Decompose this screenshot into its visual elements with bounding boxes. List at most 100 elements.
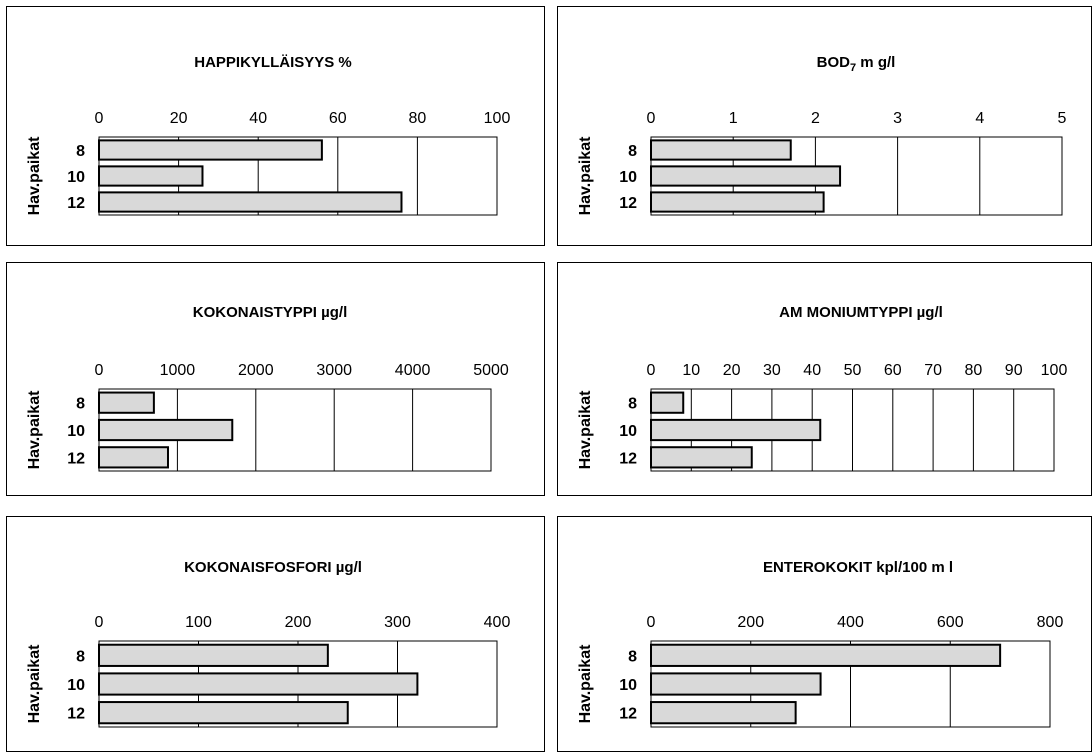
- category-label: 10: [619, 677, 637, 694]
- category-label: 8: [628, 648, 637, 665]
- category-label: 10: [67, 677, 85, 694]
- bar: [98, 643, 329, 667]
- x-tick-label: 30: [763, 362, 781, 379]
- category-label: 8: [628, 396, 637, 413]
- x-tick-label: 40: [803, 362, 821, 379]
- x-tick-label: 2: [811, 110, 820, 127]
- bar: [98, 418, 234, 442]
- chart-svg-ammoniumtyppi: AM MONIUMTYPPI µg/l 0 10 20 30 40 50 60 70 80 90 10…: [577, 304, 1068, 472]
- category-label: 10: [67, 423, 85, 440]
- chart-title-unit: m g/l: [856, 54, 895, 71]
- chart-svg-kokonaisfosfori: KOKONAISFOSFORI µg/l 0 100 200 300 400 8 10 12 Ha…: [26, 559, 511, 728]
- x-tick-label: 90: [1005, 362, 1023, 379]
- x-tick-label: 400: [837, 614, 864, 631]
- chart-svg-happikyllaisyys: HAPPIKYLLÄISYYS % 0 20 40 60 80 100 8 10 12 Hav.pa…: [26, 54, 511, 216]
- x-tick-label: 10: [682, 362, 700, 379]
- category-label: 12: [619, 195, 637, 212]
- x-tick-label: 5: [1058, 110, 1067, 127]
- x-tick-label: 800: [1037, 614, 1064, 631]
- category-label: 12: [619, 706, 637, 723]
- chart-title: KOKONAISTYPPI µg/l: [193, 304, 348, 321]
- bar: [650, 191, 825, 213]
- y-axis-label: Hav.paikat: [577, 136, 594, 216]
- x-tick-label: 80: [965, 362, 983, 379]
- bar: [98, 191, 403, 213]
- chart-title-subscript: 7: [850, 62, 856, 74]
- x-tick-label: 200: [285, 614, 312, 631]
- x-tick-label: 60: [329, 110, 347, 127]
- y-axis-label: Hav.paikat: [26, 390, 43, 470]
- bar: [98, 446, 169, 469]
- x-tick-label: 4000: [395, 362, 431, 379]
- category-label: 8: [628, 143, 637, 160]
- chart-panel-bod7: BOD7 m g/l 0 1 2 3 4 5 8 10 12 Hav.paikat: [557, 6, 1092, 246]
- x-tick-label: 0: [647, 362, 656, 379]
- bar: [650, 418, 822, 442]
- x-tick-label: 0: [647, 110, 656, 127]
- category-label: 8: [76, 396, 85, 413]
- x-tick-label: 100: [1041, 362, 1068, 379]
- x-tick-label: 1000: [160, 362, 196, 379]
- x-tick-label: 40: [249, 110, 267, 127]
- y-axis-label: Hav.paikat: [26, 644, 43, 724]
- x-tick-label: 3000: [316, 362, 352, 379]
- category-label: 8: [76, 648, 85, 665]
- x-tick-label: 0: [95, 362, 104, 379]
- chart-panel-kokonaisfosfori: KOKONAISFOSFORI µg/l 0 100 200 300 400 8 10 12 Ha…: [6, 516, 545, 752]
- category-label: 12: [619, 450, 637, 467]
- chart-title: BOD7 m g/l: [817, 54, 896, 74]
- chart-panel-kokonaistyppi: KOKONAISTYPPI µg/l 0 1000 2000 3000 4000 5000 8…: [6, 262, 545, 496]
- y-axis-label: Hav.paikat: [577, 644, 594, 724]
- chart-svg-enterokokit: ENTEROKOKIT kpl/100 m l 0 200 400 600 800 8 10 1…: [577, 559, 1064, 728]
- category-label: 12: [67, 450, 85, 467]
- category-label: 10: [67, 169, 85, 186]
- x-tick-label: 20: [723, 362, 741, 379]
- bar: [98, 165, 204, 187]
- x-tick-label: 300: [384, 614, 411, 631]
- chart-panel-happikyllaisyys: HAPPIKYLLÄISYYS % 0 20 40 60 80 100 8 10 12 Hav.pa…: [6, 6, 545, 246]
- x-tick-label: 50: [844, 362, 862, 379]
- x-tick-label: 100: [185, 614, 212, 631]
- bar: [650, 643, 1002, 667]
- x-tick-label: 0: [95, 110, 104, 127]
- category-label: 10: [619, 423, 637, 440]
- x-tick-label: 100: [484, 110, 511, 127]
- x-tick-label: 5000: [473, 362, 509, 379]
- bar: [98, 701, 349, 725]
- chart-svg-kokonaistyppi: KOKONAISTYPPI µg/l 0 1000 2000 3000 4000 5000 8…: [26, 304, 509, 472]
- chart-title: KOKONAISFOSFORI µg/l: [184, 559, 362, 576]
- x-tick-label: 60: [884, 362, 902, 379]
- x-tick-label: 400: [484, 614, 511, 631]
- category-label: 12: [67, 195, 85, 212]
- x-tick-label: 1: [729, 110, 738, 127]
- bar: [650, 701, 797, 725]
- x-tick-label: 2000: [238, 362, 274, 379]
- chart-panel-ammoniumtyppi: AM MONIUMTYPPI µg/l 0 10 20 30 40 50 60 70 80 90 10…: [557, 262, 1092, 496]
- bar: [98, 139, 323, 161]
- chart-title: HAPPIKYLLÄISYYS %: [194, 54, 352, 71]
- chart-title: AM MONIUMTYPPI µg/l: [779, 304, 943, 321]
- x-tick-label: 4: [975, 110, 984, 127]
- y-axis-label: Hav.paikat: [26, 136, 43, 216]
- bar: [650, 139, 792, 161]
- category-label: 10: [619, 169, 637, 186]
- x-tick-label: 20: [170, 110, 188, 127]
- bar: [650, 672, 822, 696]
- chart-panel-enterokokit: ENTEROKOKIT kpl/100 m l 0 200 400 600 800 8 10 1…: [557, 516, 1092, 752]
- x-tick-label: 3: [893, 110, 902, 127]
- chart-title: ENTEROKOKIT kpl/100 m l: [763, 559, 953, 576]
- x-tick-label: 70: [924, 362, 942, 379]
- x-tick-label: 0: [647, 614, 656, 631]
- category-label: 8: [76, 143, 85, 160]
- y-axis-label: Hav.paikat: [577, 390, 594, 470]
- x-tick-label: 0: [95, 614, 104, 631]
- bar: [650, 391, 685, 414]
- bar: [98, 391, 155, 414]
- x-tick-label: 200: [737, 614, 764, 631]
- bar: [650, 446, 753, 469]
- x-tick-label: 80: [409, 110, 427, 127]
- x-tick-label: 600: [937, 614, 964, 631]
- bar: [650, 165, 842, 187]
- bar: [98, 672, 419, 696]
